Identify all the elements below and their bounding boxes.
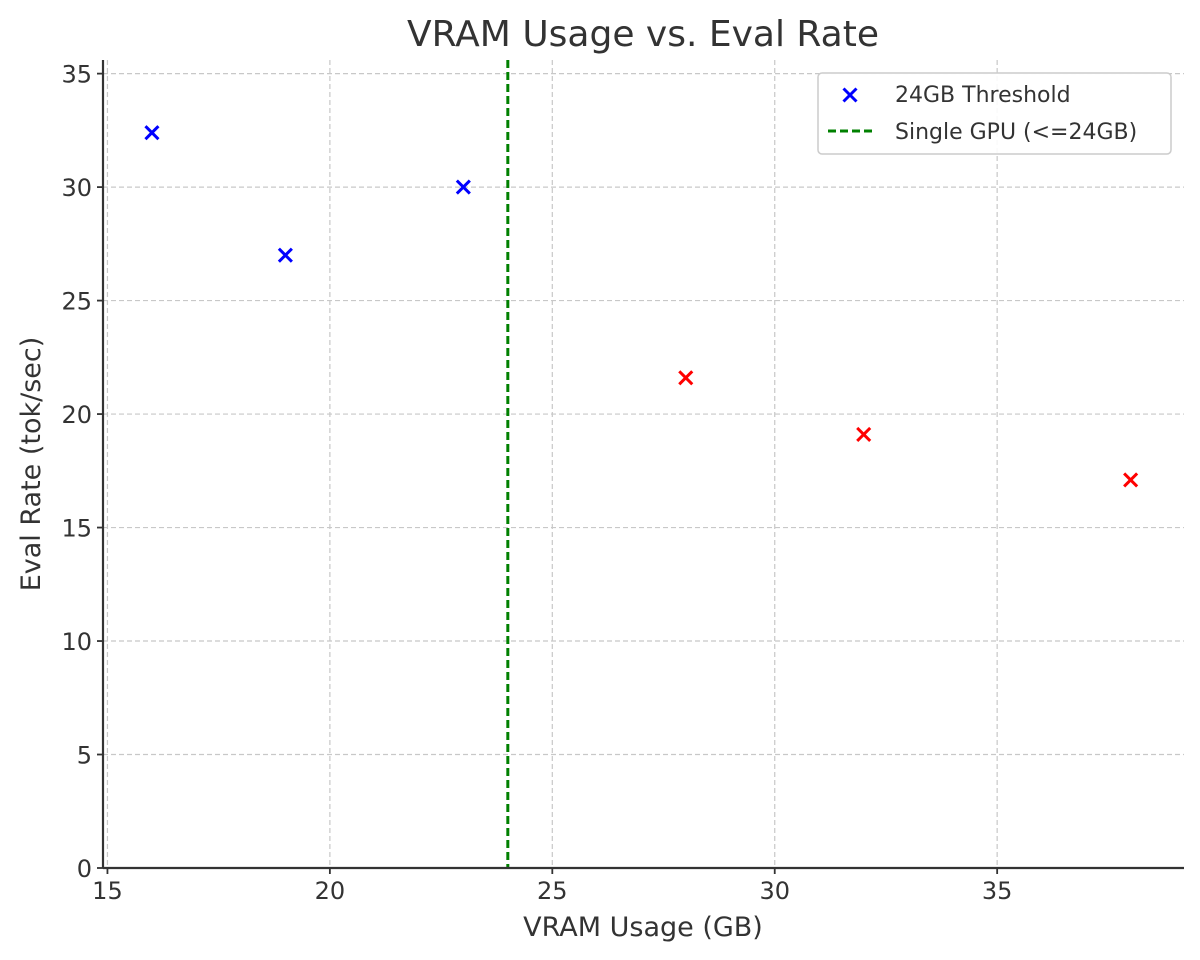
legend-label-single-gpu: Single GPU (<=24GB): [895, 120, 1137, 145]
legend-label-threshold: 24GB Threshold: [895, 83, 1071, 108]
data-points: [144, 125, 1139, 488]
y-tick-label: 25: [61, 288, 92, 316]
data-point: [678, 370, 694, 386]
y-tick-label: 0: [77, 855, 92, 883]
grid: [103, 60, 1184, 868]
data-point: [455, 179, 471, 195]
y-tick-label: 15: [61, 515, 92, 543]
y-axis-label: Eval Rate (tok/sec): [16, 337, 47, 592]
data-point: [856, 426, 872, 443]
legend-marker-x: [842, 87, 858, 103]
legend-box: [817, 72, 1172, 155]
y-tick-label: 5: [77, 742, 92, 770]
x-tick-label: 20: [315, 877, 346, 905]
data-point: [144, 125, 160, 141]
ticks: 15 20 25 30 35 0 5 10 15 20 25 30 35: [61, 61, 1012, 905]
chart-title: VRAM Usage vs. Eval Rate: [407, 14, 879, 55]
x-tick-label: 30: [759, 877, 790, 905]
legend: 24GB Threshold Single GPU (<=24GB): [817, 72, 1172, 155]
y-tick-label: 10: [61, 628, 92, 656]
x-tick-label: 15: [92, 877, 123, 905]
data-point: [1123, 472, 1139, 488]
y-tick-label: 20: [61, 401, 92, 429]
axes: [101, 60, 1184, 870]
y-tick-label: 30: [61, 174, 92, 202]
y-tick-label: 35: [61, 61, 92, 89]
x-tick-label: 35: [982, 877, 1013, 905]
legend-x-glyph: [842, 87, 858, 103]
x-axis-label: VRAM Usage (GB): [523, 912, 763, 943]
x-tick-label: 25: [537, 877, 568, 905]
data-point: [277, 247, 293, 263]
